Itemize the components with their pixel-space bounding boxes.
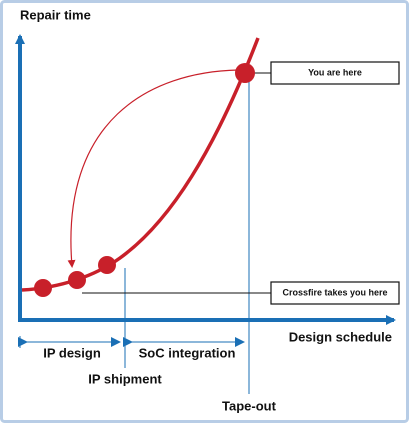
callout-box [270,281,400,305]
callout-label: You are here [308,67,362,77]
phase-label: SoC integration [139,345,236,360]
dot [98,256,116,274]
milestone-label: Tape-out [222,398,277,413]
y-axis-label: Repair time [20,7,91,22]
dot [235,63,255,83]
shift-arrow [67,69,239,268]
callout-label: Crossfire takes you here [282,287,387,297]
dot [68,271,86,289]
callout-box [270,61,400,85]
phase-label: IP design [43,345,101,360]
dot [34,279,52,297]
x-axis-label: Design schedule [289,329,392,344]
cost-curve [21,37,260,292]
milestone-label: IP shipment [88,371,162,386]
